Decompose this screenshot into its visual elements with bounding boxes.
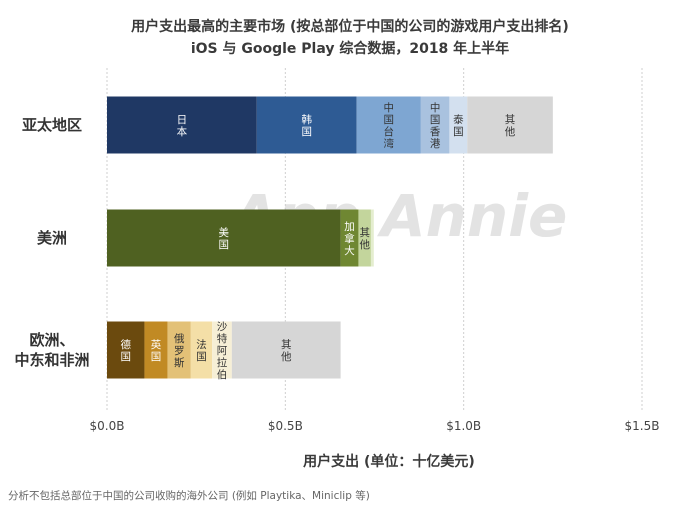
category-label: 美洲: [37, 229, 67, 247]
bar-segment-label: 英国: [151, 338, 162, 363]
bar-segment-label: 日本: [177, 114, 188, 138]
bar-segment: [370, 209, 374, 267]
bar-segment-label: 德国: [120, 338, 131, 363]
bar-segment: [420, 96, 450, 154]
bar-segment-label: 其他: [281, 339, 292, 363]
bar-segment-label: 美国: [219, 226, 230, 251]
bar-segment: [467, 96, 553, 154]
bar-segment: [212, 321, 232, 379]
x-tick-label: $0.5B: [268, 419, 303, 433]
bar-segment-label: 其他: [359, 227, 370, 251]
bar-segment: [107, 321, 145, 379]
bar-segment: [449, 96, 468, 154]
bar-segment: [231, 321, 341, 379]
bar-segment-label: 其他: [505, 114, 516, 138]
bar-segment: [107, 209, 341, 267]
x-tick-label: $1.5B: [625, 419, 660, 433]
bar-segment: [107, 96, 257, 154]
footnote: 分析不包括总部位于中国的公司收购的海外公司 (例如 Playtika、Minic…: [8, 490, 370, 502]
bar-segment-label: 中国台湾: [384, 101, 395, 150]
x-axis-label: 用户支出 (单位：十亿美元): [303, 453, 475, 470]
category-label: 亚太地区: [22, 116, 82, 134]
bar-segment: [356, 96, 421, 154]
bar-segment: [256, 96, 357, 154]
chart-title: 用户支出最高的主要市场 (按总部位于中国的公司的游戏用户支出排名): [131, 19, 569, 35]
bar-segment: [167, 321, 191, 379]
bar-segment-label: 泰国: [453, 113, 464, 138]
bar-segment: [358, 209, 371, 267]
bar-segment: [190, 321, 213, 379]
x-tick-label: $0.0B: [90, 419, 125, 433]
bar-segment-label: 法国: [196, 338, 207, 363]
x-tick-label: $1.0B: [446, 419, 481, 433]
chart-subtitle: iOS 与 Google Play 综合数据，2018 年上半年: [190, 41, 510, 57]
bar-segment-label: 韩国: [301, 113, 312, 138]
bar-segment: [144, 321, 168, 379]
category-label: 欧洲、中东和非洲: [14, 331, 89, 369]
bar-segment-label: 加拿大: [344, 221, 355, 257]
bar-segment: [340, 209, 359, 267]
bar-segment-label: 沙特阿拉伯: [217, 321, 228, 381]
bar-segment-label: 中国香港: [430, 101, 441, 150]
bar-segment-label: 俄罗斯: [174, 333, 185, 369]
